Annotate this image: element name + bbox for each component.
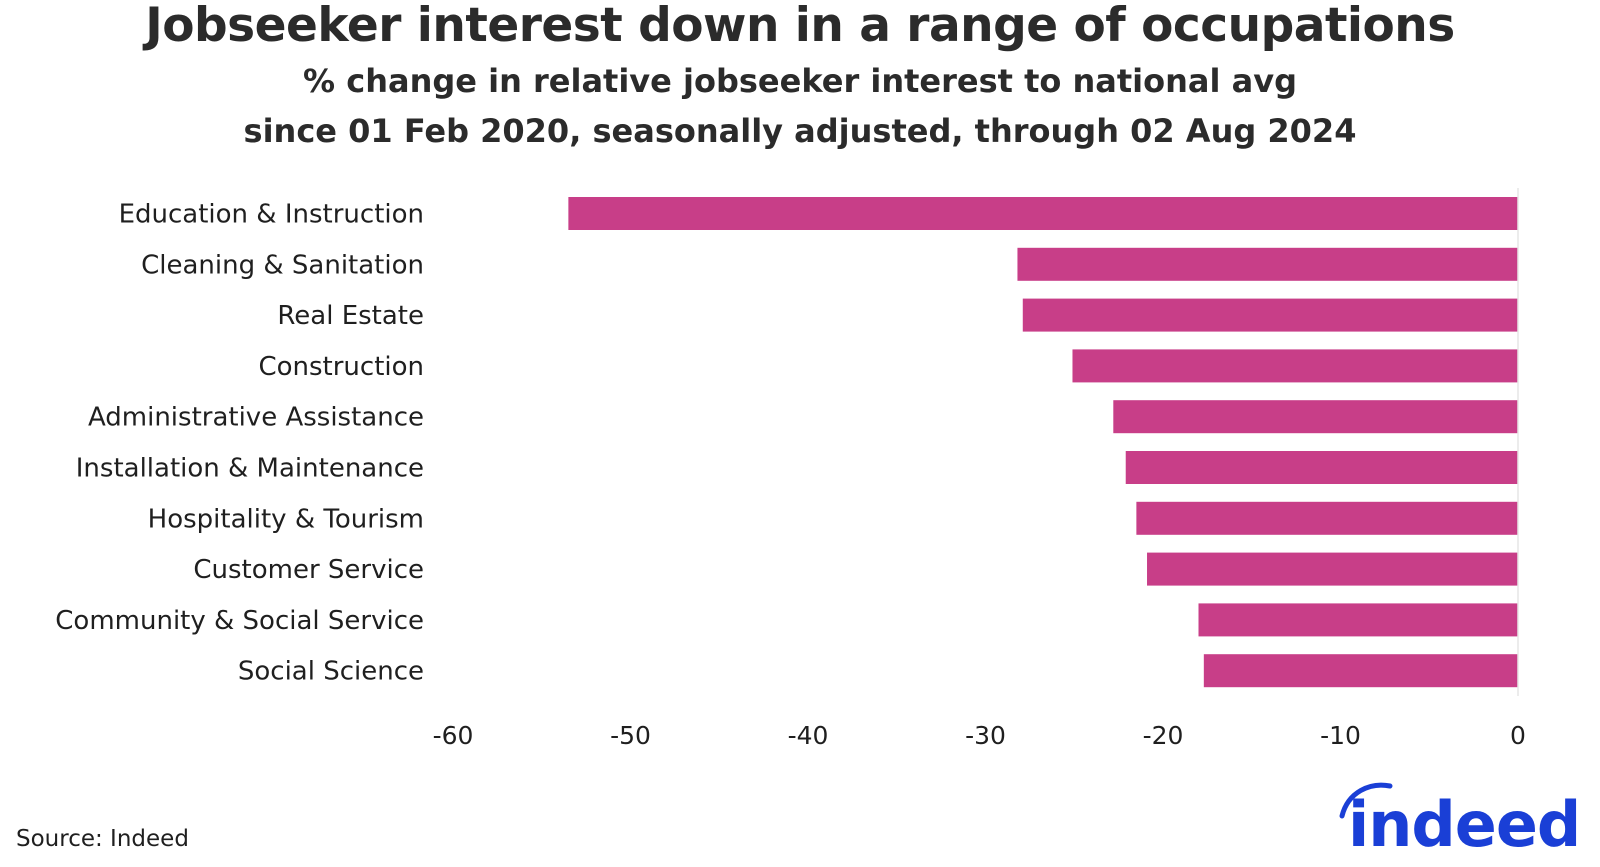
category-label: Real Estate — [277, 301, 424, 331]
x-tick-label: -10 — [1320, 721, 1361, 750]
bar-customer-service — [1147, 552, 1518, 586]
category-label: Social Science — [238, 657, 424, 687]
indeed-logo: indeed — [1339, 782, 1581, 858]
category-label: Hospitality & Tourism — [148, 504, 424, 534]
category-label: Installation & Maintenance — [76, 454, 424, 484]
chart-subtitle-line-2: since 01 Feb 2020, seasonally adjusted, … — [243, 112, 1357, 150]
category-label: Education & Instruction — [119, 200, 424, 230]
x-tick-label: -50 — [610, 721, 651, 750]
bar-chart: Education & Instruction Cleaning & Sanita… — [55, 188, 1526, 750]
bar-construction — [1072, 349, 1518, 383]
x-tick-label: -30 — [965, 721, 1006, 750]
x-tick-label: -40 — [788, 721, 829, 750]
source-note: Source: Indeed — [16, 826, 189, 852]
bar-administrative-assistance — [1113, 400, 1518, 434]
category-label: Administrative Assistance — [88, 403, 424, 433]
x-tick-label: -20 — [1143, 721, 1184, 750]
category-label: Customer Service — [193, 555, 424, 585]
bar-education-instruction — [568, 197, 1518, 230]
chart-subtitle-line-1: % change in relative jobseeker interest … — [303, 62, 1297, 100]
bar-community-social-service — [1198, 603, 1518, 637]
category-labels: Education & Instruction Cleaning & Sanita… — [55, 200, 424, 687]
x-tick-label: -60 — [433, 721, 474, 750]
bar-real-estate — [1022, 298, 1518, 332]
category-label: Community & Social Service — [55, 606, 424, 636]
svg-text:indeed: indeed — [1348, 788, 1580, 858]
bar-hospitality-tourism — [1136, 501, 1518, 535]
category-label: Cleaning & Sanitation — [141, 250, 424, 280]
category-label: Construction — [258, 352, 424, 382]
chart-title: Jobseeker interest down in a range of oc… — [145, 0, 1455, 53]
x-tick-label: 0 — [1510, 721, 1526, 750]
bar-cleaning-sanitation — [1017, 247, 1518, 281]
bar-installation-maintenance — [1125, 451, 1518, 484]
bars-group — [568, 197, 1518, 688]
x-tick-labels: -60 -50 -40 -30 -20 -10 0 — [433, 721, 1526, 750]
bar-social-science — [1203, 654, 1518, 688]
